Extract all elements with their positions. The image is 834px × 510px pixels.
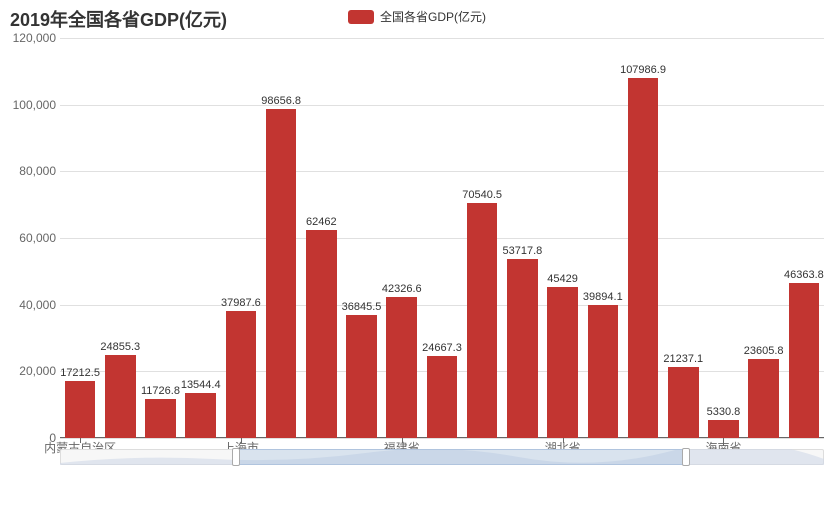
legend[interactable]: 全国各省GDP(亿元) [348,8,486,25]
bar-value-label: 42326.6 [382,283,422,295]
bar[interactable]: 53717.8 [507,259,538,438]
bar-slot: 23605.8 [744,38,784,438]
bar-slot: 17212.5 [60,38,100,438]
bar[interactable]: 70540.5 [467,203,498,438]
bar-slot: 36845.5 [341,38,381,438]
bar[interactable]: 36845.5 [346,315,377,438]
bar[interactable]: 37987.6 [226,311,257,438]
bar-value-label: 39894.1 [583,291,623,303]
bar-slot: 37987.6 [221,38,261,438]
bar-slot: 46363.8 [784,38,824,438]
bar[interactable]: 24855.3 [105,355,136,438]
bar[interactable]: 39894.1 [588,305,619,438]
bar-slot: 5330.8 [703,38,743,438]
bar[interactable]: 17212.5 [65,381,96,438]
y-axis-tick: 80,000 [2,164,56,178]
bar-slot: 24667.3 [422,38,462,438]
y-axis-tick: 120,000 [2,31,56,45]
data-zoom-slider[interactable] [60,446,824,468]
bar-value-label: 62462 [306,216,337,228]
bar-slot: 98656.8 [261,38,301,438]
bar-slot: 11726.8 [140,38,180,438]
y-axis-tick: 40,000 [2,298,56,312]
bar[interactable]: 23605.8 [748,359,779,438]
bar-value-label: 24667.3 [422,342,462,354]
bar-value-label: 45429 [547,273,578,285]
y-axis-tick: 20,000 [2,364,56,378]
bar-chart: 020,00040,00060,00080,000100,000120,0001… [0,38,834,468]
bar[interactable]: 107986.9 [628,78,659,438]
y-axis-tick: 100,000 [2,98,56,112]
data-zoom-handle-right[interactable] [682,448,690,466]
bar-value-label: 21237.1 [663,353,703,365]
legend-label: 全国各省GDP(亿元) [380,8,486,25]
bar[interactable]: 46363.8 [789,283,820,438]
bars-container: 17212.524855.311726.813544.437987.698656… [60,38,824,438]
bar[interactable]: 13544.4 [185,393,216,438]
data-zoom-window[interactable] [236,449,687,465]
bar[interactable]: 98656.8 [266,109,297,438]
bar-value-label: 17212.5 [60,367,100,379]
bar[interactable]: 62462 [306,230,337,438]
bar-value-label: 53717.8 [503,245,543,257]
bar-slot: 107986.9 [623,38,663,438]
bar-value-label: 23605.8 [744,345,784,357]
bar-value-label: 37987.6 [221,297,261,309]
bar-value-label: 11726.8 [141,385,180,397]
bar-slot: 42326.6 [382,38,422,438]
bar-slot: 13544.4 [181,38,221,438]
bar[interactable]: 42326.6 [386,297,417,438]
bar-value-label: 5330.8 [707,406,741,418]
bar[interactable]: 5330.8 [708,420,739,438]
bar-slot: 39894.1 [583,38,623,438]
bar-slot: 70540.5 [462,38,502,438]
bar-value-label: 36845.5 [342,301,382,313]
bar-value-label: 24855.3 [100,341,140,353]
bar-slot: 53717.8 [502,38,542,438]
chart-title: 2019年全国各省GDP(亿元) [10,10,227,30]
bar-slot: 24855.3 [100,38,140,438]
bar[interactable]: 45429 [547,287,578,438]
data-zoom-handle-left[interactable] [232,448,240,466]
bar[interactable]: 21237.1 [668,367,699,438]
bar-slot: 21237.1 [663,38,703,438]
bar-value-label: 98656.8 [261,95,301,107]
bar-value-label: 13544.4 [181,379,221,391]
bar[interactable]: 24667.3 [427,356,458,438]
bar-value-label: 46363.8 [784,269,824,281]
bar-value-label: 107986.9 [620,64,666,76]
bar-value-label: 70540.5 [462,189,502,201]
bar[interactable]: 11726.8 [145,399,176,438]
legend-swatch [348,10,374,24]
bar-slot: 45429 [543,38,583,438]
bar-slot: 62462 [301,38,341,438]
y-axis-tick: 60,000 [2,231,56,245]
